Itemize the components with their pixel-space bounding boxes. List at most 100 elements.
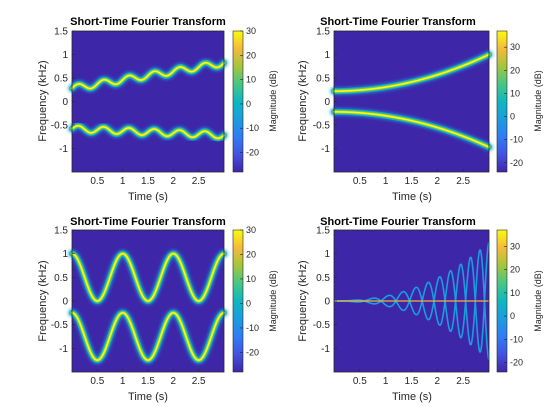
panel-2-tracks: [329, 50, 494, 152]
panel-2-ytick-label: 1: [324, 50, 330, 61]
panel-2-title: Short-Time Fourier Transform: [320, 16, 476, 28]
panel-2-colorbar-ticks: -20 -10 0 10 20 30: [504, 42, 523, 168]
panel-4-xlabel: Time (s): [392, 391, 432, 403]
panel-1-ytick-label: -0.5: [51, 121, 69, 132]
panel-1-ytick-label: 0: [62, 97, 68, 108]
panel-4-ytick-label: -0.5: [313, 320, 331, 331]
panel-1-ytick-label: 0.5: [54, 74, 68, 85]
panel-2-yticks: -1 -0.5 0 0.5 1 1.5: [313, 27, 337, 155]
panel-3-xtick-label: 0.5: [90, 376, 104, 387]
panel-4-xtick-label: 0.5: [353, 376, 367, 387]
panel-4-ytick-label: 0.5: [316, 273, 330, 284]
panel-1-colorbar-tick-label: 20: [246, 50, 256, 60]
panel-4-ytick-label: 1.5: [316, 226, 330, 237]
panel-3-colorbar-tick-label: 30: [246, 225, 256, 235]
panel-1-colorbar-tick-label: -10: [246, 123, 259, 133]
panel-2-xtick-label: 1: [383, 176, 389, 187]
panel-2-xtick-label: 2: [435, 176, 441, 187]
panel-4-colorbar-tick-label: 10: [510, 288, 520, 298]
panel-1-xticks: 0.5 1 1.5 2 2.5: [90, 169, 206, 187]
panel-3-colorbar: -20 -10 0 10 20 30: [232, 225, 259, 373]
panel-4-colorbar-tick-label: 20: [510, 265, 520, 275]
panel-3-plot: 0.5 1 1.5 2 2.5 -1 -0.5 0 0.5 1 1.5: [51, 226, 229, 387]
panel-2-track-2-layer-5: [333, 111, 490, 148]
panel-2-colorbar-tick-label: 10: [510, 88, 520, 98]
panel-2-colorbar-gradient: [496, 30, 508, 173]
panel-2-ytick-label: 1.5: [316, 27, 330, 38]
panel-4-colorbar-gradient: [496, 229, 508, 373]
panel-1-colorbar-tick-label: -20: [246, 148, 259, 158]
panel-4-title: Short-Time Fourier Transform: [320, 216, 476, 228]
panel-4-colorbar-tick-label: -20: [510, 358, 523, 368]
panel-3-colorbar-gradient: [232, 229, 244, 373]
panel-2-colorbar-tick-label: 30: [510, 42, 520, 52]
panel-3-colorbar-tick-label: 0: [246, 298, 251, 308]
panel-1-xtick-label: 2: [171, 176, 177, 187]
panel-4-track-2: [333, 249, 490, 361]
panel-3-tracks: [67, 249, 229, 365]
panel-3-ytick-label: 1: [62, 249, 68, 260]
panel-4-colorbar-tick-label: 0: [510, 311, 515, 321]
panel-1: Short-Time Fourier Transform 0.5 1 1.5 2 2.5…: [37, 16, 278, 203]
panel-1-colorbar-tick-label: 0: [246, 99, 251, 109]
panel-2-plot: 0.5 1 1.5 2 2.5 -1 -0.5 0 0.5 1 1.5: [313, 27, 494, 187]
panel-4: Short-Time Fourier Transform 0.5 1 1.5 2 2.5…: [297, 216, 543, 403]
panel-3-xtick-label: 2.5: [192, 376, 206, 387]
panel-4-colorbar-ticks: -20 -10 0 10 20 30: [504, 241, 523, 368]
panel-4-yticks: -1 -0.5 0 0.5 1 1.5: [313, 226, 337, 355]
panel-1-xtick-label: 1: [120, 176, 126, 187]
panel-3-colorbar-tick-label: -10: [246, 323, 259, 333]
panel-4-xtick-label: 2: [435, 376, 441, 387]
panel-2-ytick-label: -1: [321, 144, 330, 155]
panel-1-xtick-label: 0.5: [90, 176, 104, 187]
panel-1-colorbar: -20 -10 0 10 20 30: [232, 26, 259, 173]
panel-2-colorbar: -20 -10 0 10 20 30: [496, 30, 523, 173]
panel-3-colorbar-ticks: -20 -10 0 10 20 30: [240, 225, 259, 357]
panel-3-ytick-label: 0: [62, 297, 68, 308]
panel-3-xtick-label: 1.5: [141, 376, 155, 387]
panel-1-ylabel: Frequency (kHz): [37, 60, 49, 141]
panel-4-ytick-label: 1: [324, 249, 330, 260]
panel-4-colorbar-tick-label: -10: [510, 334, 523, 344]
panel-4-ytick-label: 0: [324, 297, 330, 308]
panel-2-colorbar-tick-label: 0: [510, 112, 515, 122]
panel-1-colorbar-tick-label: 30: [246, 26, 256, 36]
panel-1-track-2-layer-5: [71, 124, 225, 140]
panel-3-ylabel: Frequency (kHz): [37, 260, 49, 341]
panel-1-ytick-label: 1.5: [54, 27, 68, 38]
panel-3-ytick-label: -0.5: [51, 320, 69, 331]
panel-4-colorbar-label: Magnitude (dB): [533, 270, 543, 332]
panel-1-background: [72, 31, 224, 172]
panel-2-xtick-label: 0.5: [353, 176, 367, 187]
panel-4-ytick-label: -1: [321, 344, 330, 355]
panel-1-colorbar-label: Magnitude (dB): [268, 70, 278, 132]
panel-1-tracks: [67, 58, 229, 143]
panel-3-ytick-label: 0.5: [54, 273, 68, 284]
panel-2-ytick-label: -0.5: [313, 121, 331, 132]
panel-3-colorbar-tick-label: -20: [246, 347, 259, 357]
panel-2-colorbar-tick-label: -10: [510, 135, 523, 145]
panel-3-colorbar-tick-label: 20: [246, 249, 256, 259]
panel-3-ytick-label: -1: [59, 344, 68, 355]
panel-1-colorbar-tick-label: 10: [246, 75, 256, 85]
panel-1-yticks: -1 -0.5 0 0.5 1 1.5: [51, 27, 75, 155]
panel-1-plot: 0.5 1 1.5 2 2.5 -1 -0.5 0 0.5 1 1.5: [51, 27, 229, 187]
panel-4-xtick-label: 1: [383, 376, 389, 387]
panel-1-ytick-label: 1: [62, 50, 68, 61]
panel-1-xtick-label: 2.5: [192, 176, 206, 187]
panel-4-xtick-label: 1.5: [405, 376, 419, 387]
panel-3-ytick-label: 1.5: [54, 226, 68, 237]
panel-1-colorbar-ticks: -20 -10 0 10 20 30: [240, 26, 259, 158]
panel-3: Short-Time Fourier Transform 0.5 1 1.5 2 2.5…: [37, 216, 278, 403]
panel-2-ytick-label: 0.5: [316, 74, 330, 85]
panel-2-colorbar-label: Magnitude (dB): [533, 70, 543, 132]
panel-3-track-1-layer-5: [71, 252, 225, 302]
panel-3-colorbar-tick-label: 10: [246, 274, 256, 284]
panel-1-ytick-label: -1: [59, 144, 68, 155]
panel-2-colorbar-tick-label: -20: [510, 158, 523, 168]
panel-1-colorbar-gradient: [232, 30, 244, 173]
panel-3-colorbar-label: Magnitude (dB): [268, 270, 278, 332]
panel-2-xtick-label: 1.5: [405, 176, 419, 187]
panel-3-xlabel: Time (s): [128, 391, 168, 403]
